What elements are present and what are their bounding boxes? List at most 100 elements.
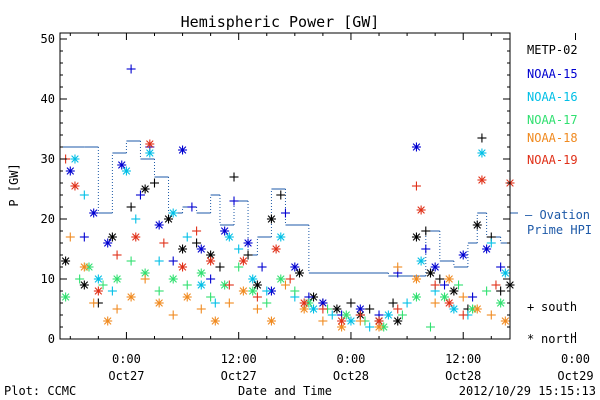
data-point-noaa-16-north [70, 154, 80, 164]
data-point-metp-02-north [472, 220, 482, 230]
data-point-noaa-15-south [187, 202, 197, 212]
data-point-noaa-15-south [421, 244, 431, 254]
data-point-noaa-15-south [468, 292, 478, 302]
data-point-noaa-16-north [168, 208, 178, 218]
data-point-metp-02-north [206, 250, 216, 260]
data-point-noaa-19-south [252, 292, 262, 302]
data-point-noaa-19-north [477, 175, 487, 185]
data-point-noaa-19-south [285, 274, 295, 284]
data-point-noaa-18-north [266, 316, 276, 326]
data-point-noaa-19-south [393, 304, 403, 314]
legend-north-symbol: * [527, 332, 534, 346]
data-point-noaa-18-south [393, 262, 403, 272]
data-point-noaa-15-south [168, 256, 178, 266]
data-point-noaa-15-south [280, 208, 290, 218]
y-axis-label: P [GW] [7, 163, 21, 206]
data-point-noaa-19-south [318, 304, 328, 314]
data-point-noaa-17-north [220, 280, 230, 290]
data-point-noaa-17-south [206, 292, 216, 302]
data-point-noaa-19-north [416, 205, 426, 215]
plot-frame [59, 32, 511, 340]
ovation-hpi-line [60, 140, 518, 279]
data-point-noaa-15-south [440, 280, 450, 290]
data-point-metp-02-north [61, 256, 71, 266]
data-point-noaa-15-north [89, 208, 99, 218]
data-point-metp-02-south [229, 172, 239, 182]
data-point-metp-02-south [388, 298, 398, 308]
data-point-noaa-19-north [178, 262, 188, 272]
x-tick-label-time: 0:00 [337, 352, 366, 366]
data-point-noaa-17-north [276, 274, 286, 284]
data-point-noaa-15-north [178, 145, 188, 155]
data-point-noaa-19-south [411, 181, 421, 191]
data-point-noaa-16-south [107, 286, 117, 296]
data-point-metp-02-north [164, 214, 174, 224]
x-tick-label-date: Oct28 [333, 369, 369, 383]
data-point-metp-02-north [107, 232, 117, 242]
data-point-metp-02-north [79, 280, 89, 290]
footer-credit: Plot: CCMC [4, 384, 76, 398]
data-point-noaa-15-south [257, 262, 267, 272]
data-point-noaa-18-south [140, 274, 150, 284]
data-point-noaa-16-north [196, 280, 206, 290]
y-tick-label: 10 [41, 272, 55, 286]
data-point-noaa-17-north [168, 274, 178, 284]
data-point-noaa-18-south [224, 298, 234, 308]
data-point-metp-02-north [425, 268, 435, 278]
data-point-noaa-15-north [220, 226, 230, 236]
y-tick-label: 0 [48, 332, 55, 346]
chart-title: Hemispheric Power [GW] [181, 13, 380, 31]
x-tick-label-time: 12:00 [221, 352, 257, 366]
data-point-noaa-19-north [145, 139, 155, 149]
data-point-noaa-19-north [93, 286, 103, 296]
data-point-noaa-18-north [337, 322, 347, 332]
data-point-noaa-18-south [318, 316, 328, 326]
data-point-noaa-19-north [337, 316, 347, 326]
data-point-noaa-19-south [491, 280, 501, 290]
data-point-noaa-16-south [79, 190, 89, 200]
data-point-metp-02-south [192, 238, 202, 248]
data-point-noaa-18-south [458, 292, 468, 302]
data-point-noaa-16-south [365, 322, 375, 332]
data-point-metp-02-north [449, 286, 459, 296]
legend-south-label: south [541, 300, 577, 314]
data-point-noaa-16-south [210, 298, 220, 308]
data-point-noaa-18-north [154, 298, 164, 308]
data-point-noaa-16-south [131, 214, 141, 224]
data-point-noaa-19-south [458, 310, 468, 320]
data-point-noaa-15-north [243, 238, 253, 248]
data-point-noaa-15-north [290, 262, 300, 272]
data-point-noaa-16-north [224, 232, 234, 242]
data-point-noaa-18-south [89, 298, 99, 308]
legend-noaa-15: NOAA-15 [527, 67, 578, 81]
data-point-metp-02-north [178, 244, 188, 254]
legend-ovation-line-2: Prime HPI [527, 223, 592, 237]
data-point-noaa-18-north [500, 316, 510, 326]
data-point-noaa-18-south [168, 310, 178, 320]
data-point-noaa-19-north [70, 181, 80, 191]
data-point-noaa-16-north [93, 274, 103, 284]
data-point-noaa-18-south [486, 310, 496, 320]
y-tick-label: 20 [41, 212, 55, 226]
data-point-noaa-17-south [75, 274, 85, 284]
data-point-metp-02-north [266, 214, 276, 224]
data-point-noaa-17-south [182, 280, 192, 290]
data-point-noaa-19-south [112, 250, 122, 260]
x-tick-label-time: 12:00 [445, 352, 481, 366]
data-point-noaa-16-south [486, 238, 496, 248]
data-point-noaa-18-south [430, 298, 440, 308]
data-point-noaa-17-north [411, 292, 421, 302]
data-point-metp-02-north [252, 280, 262, 290]
data-point-noaa-19-south [224, 280, 234, 290]
data-point-noaa-16-north [449, 304, 459, 314]
data-point-noaa-17-north [248, 286, 258, 296]
data-point-noaa-19-north [238, 256, 248, 266]
data-point-noaa-16-north [383, 310, 393, 320]
legend-ovation-line-1: — Ovation [525, 208, 590, 222]
data-point-noaa-17-north [496, 298, 506, 308]
data-point-noaa-18-north [411, 274, 421, 284]
data-point-noaa-17-north [440, 292, 450, 302]
data-point-noaa-18-north [126, 292, 136, 302]
data-point-noaa-19-south [159, 238, 169, 248]
